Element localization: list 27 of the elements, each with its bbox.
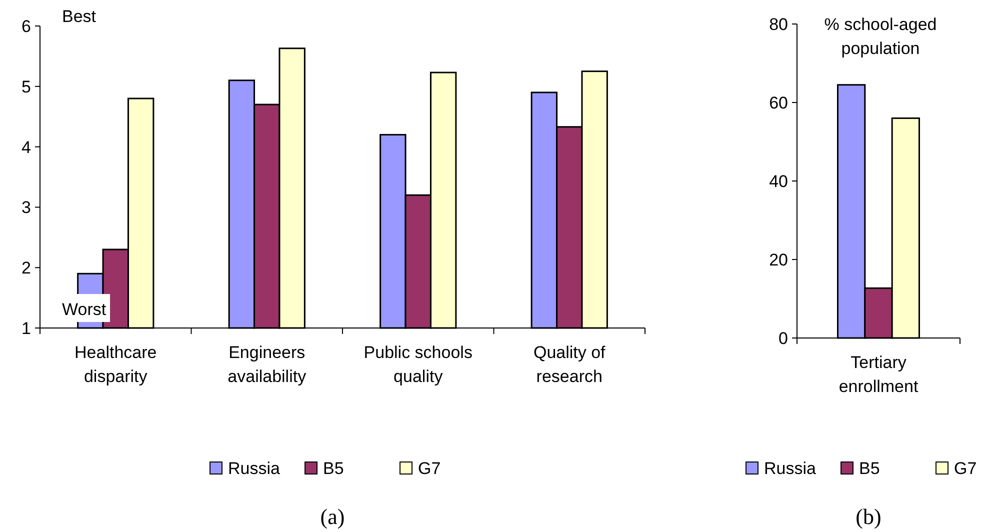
x-tick-label: Engineers availability [228, 343, 307, 386]
y-axis-title: % school-aged population [824, 15, 937, 58]
y-tick-label: 4 [22, 138, 31, 157]
legend-label: Russia [764, 458, 817, 478]
y-tick-label: 20 [769, 250, 788, 270]
y-tick-label: 40 [769, 172, 788, 191]
annotation: Best [62, 7, 96, 26]
y-tick-label: 1 [22, 318, 31, 338]
y-tick-label: 60 [769, 93, 788, 112]
y-tick-label: 80 [769, 14, 788, 34]
legend-label: B5 [323, 458, 344, 478]
legend-label: G7 [954, 458, 977, 478]
y-tick-label: 3 [22, 198, 31, 218]
text: (a) [320, 504, 345, 529]
annotation: Worst [62, 300, 106, 319]
y-tick-label: 0 [778, 328, 788, 348]
y-tick-label: 2 [22, 258, 31, 278]
x-tick-label: Public schools quality [364, 343, 472, 386]
text: (b) [856, 504, 882, 529]
legend-label: B5 [859, 458, 880, 478]
y-tick-label: 5 [22, 77, 31, 96]
x-tick-label: Healthcare disparity [74, 343, 157, 386]
legend-label: G7 [418, 458, 441, 478]
y-tick-label: 6 [22, 16, 31, 36]
x-tick-label: Quality of research [533, 343, 606, 386]
legend-label: Russia [228, 458, 281, 478]
x-tick-label: Tertiary enrollment [838, 353, 918, 396]
